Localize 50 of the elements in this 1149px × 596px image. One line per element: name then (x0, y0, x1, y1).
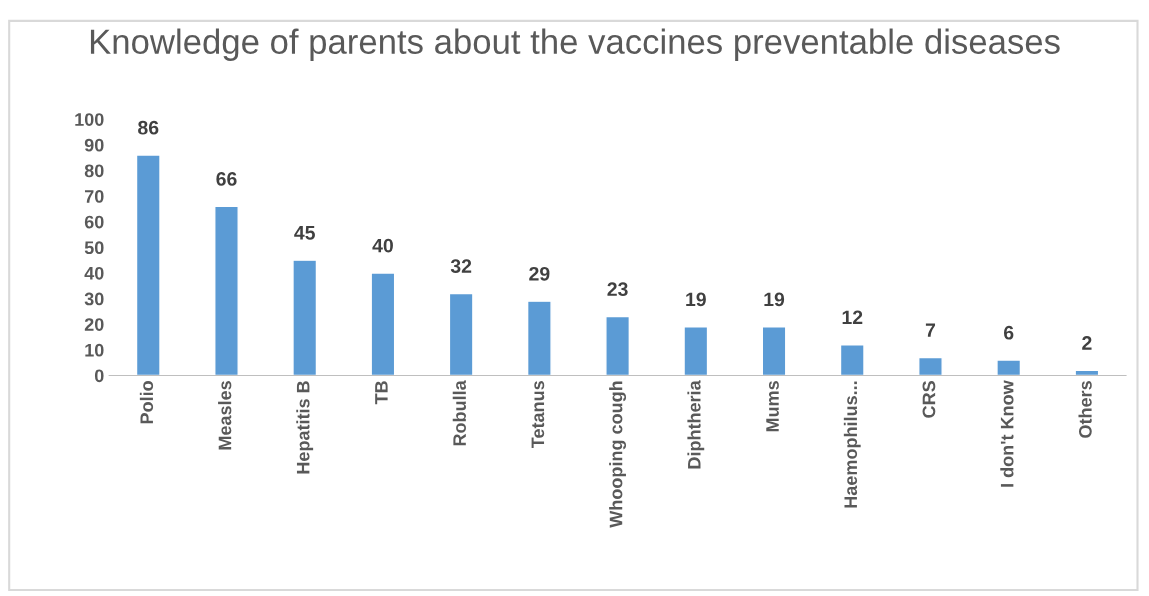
data-label: 19 (686, 292, 706, 307)
data-label: 19 (764, 292, 785, 307)
bar (761, 326, 787, 376)
y-tick-label: 100 (75, 113, 104, 126)
bar (605, 315, 631, 376)
bar (370, 272, 396, 376)
x-tick-label: Whooping cough (609, 381, 627, 528)
bar (448, 292, 474, 376)
x-tick-label: I don't Know (1000, 380, 1014, 487)
y-tick-label: 90 (84, 138, 104, 152)
x-tick-label: Robulla (452, 380, 466, 446)
data-label: 66 (216, 172, 237, 186)
bar (292, 259, 318, 376)
bar (135, 154, 161, 376)
x-tick-label: Polio (139, 381, 154, 424)
data-label: 45 (294, 226, 315, 240)
bar (526, 300, 552, 376)
data-label: 2 (1082, 336, 1092, 350)
bar (214, 205, 239, 376)
chart-title: Knowledge of parents about the vaccines preventable diseases (90, 28, 1060, 61)
x-tick-label: Hepatitis B (296, 381, 314, 474)
x-tick-label: Mums (766, 381, 779, 432)
x-tick-label: Measles (218, 381, 232, 450)
bar (839, 344, 865, 376)
x-tick-label: Tetanus (531, 381, 545, 449)
y-tick-label: 0 (94, 369, 104, 383)
x-tick-label: Haemophilus... (843, 381, 861, 508)
x-tick-label: CRS (922, 381, 936, 418)
y-tick-label: 60 (84, 215, 104, 229)
y-tick-label: 20 (84, 318, 104, 331)
data-label: 23 (607, 282, 628, 297)
y-tick-label: 30 (84, 292, 104, 306)
data-label: 86 (138, 120, 159, 135)
y-tick-label: 10 (85, 343, 104, 357)
x-tick-label: Others (1078, 381, 1092, 438)
bar (683, 326, 709, 376)
data-label: 29 (529, 266, 550, 281)
data-label: 7 (925, 323, 936, 337)
bar (996, 359, 1022, 376)
y-tick-label: 80 (84, 164, 104, 178)
data-label: 32 (450, 259, 472, 273)
x-tick-label: Diphtheria (687, 380, 705, 469)
data-label: 12 (842, 310, 863, 325)
data-label: 40 (372, 238, 393, 253)
y-tick-label: 50 (84, 241, 104, 255)
data-label: 6 (1003, 325, 1014, 340)
x-tick-label: TB (375, 381, 388, 405)
bar (918, 356, 943, 376)
y-tick-label: 70 (84, 190, 104, 203)
y-tick-label: 40 (84, 266, 104, 280)
